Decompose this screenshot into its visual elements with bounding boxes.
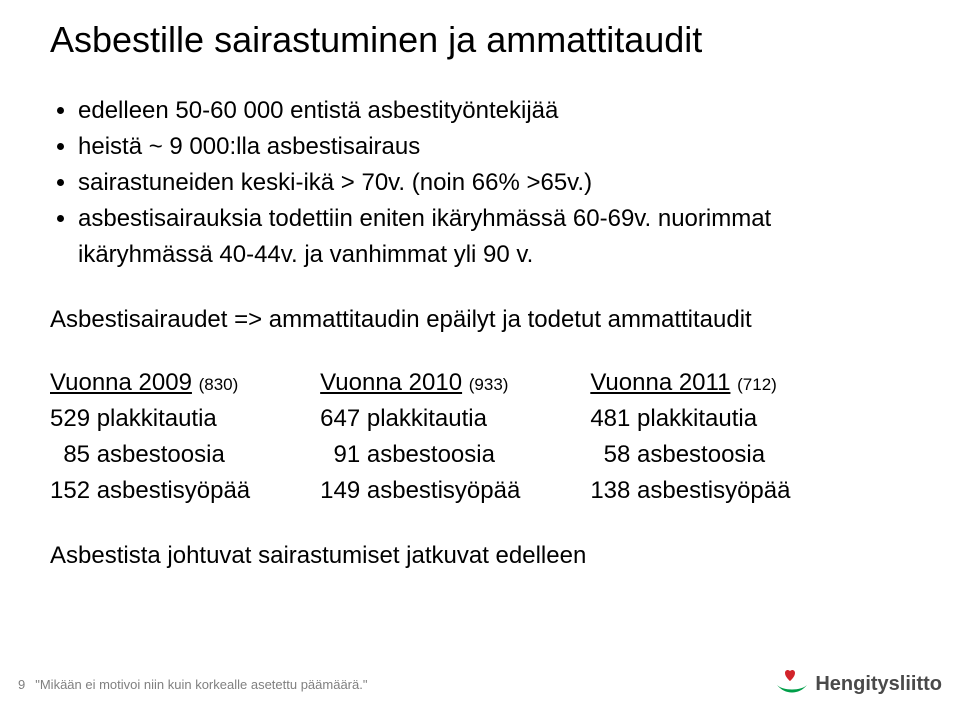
year-row: 58 asbestoosia <box>590 437 790 473</box>
year-row: 91 asbestoosia <box>320 437 520 473</box>
bullet-item: asbestisairauksia todettiin eniten ikäry… <box>78 201 910 273</box>
year-total: (933) <box>469 375 509 394</box>
year-column-2011: Vuonna 2011 (712) 481 plakkitautia 58 as… <box>590 365 790 509</box>
bullet-list: edelleen 50-60 000 entistä asbestityönte… <box>50 93 910 273</box>
page-number: 9 <box>18 677 25 692</box>
year-row: 85 asbestoosia <box>50 437 250 473</box>
year-total: (712) <box>737 375 777 394</box>
closing-line: Asbestista johtuvat sairastumiset jatkuv… <box>50 539 910 573</box>
year-row: 529 plakkitautia <box>50 401 250 437</box>
year-column-2010: Vuonna 2010 (933) 647 plakkitautia 91 as… <box>320 365 520 509</box>
year-row: 149 asbestisyöpää <box>320 473 520 509</box>
bullet-item: sairastuneiden keski-ikä > 70v. (noin 66… <box>78 165 910 201</box>
logo: Hengitysliitto <box>775 667 942 702</box>
year-row: 481 plakkitautia <box>590 401 790 437</box>
year-row: 152 asbestisyöpää <box>50 473 250 509</box>
footer: 9 "Mikään ei motivoi niin kuin korkealle… <box>0 667 960 702</box>
slide-title: Asbestille sairastuminen ja ammattitaudi… <box>50 18 910 61</box>
bullet-item: edelleen 50-60 000 entistä asbestityönte… <box>78 93 910 129</box>
footer-quote: "Mikään ei motivoi niin kuin korkealle a… <box>35 677 367 692</box>
year-header: Vuonna 2009 (830) <box>50 365 250 401</box>
bullet-item: heistä ~ 9 000:lla asbestisairaus <box>78 129 910 165</box>
year-header: Vuonna 2010 (933) <box>320 365 520 401</box>
year-column-2009: Vuonna 2009 (830) 529 plakkitautia 85 as… <box>50 365 250 509</box>
year-label: Vuonna 2009 <box>50 369 192 396</box>
subheading: Asbestisairaudet => ammattitaudin epäily… <box>50 303 910 337</box>
year-header: Vuonna 2011 (712) <box>590 365 790 401</box>
logo-text: Hengitysliitto <box>815 673 942 696</box>
slide: Asbestille sairastuminen ja ammattitaudi… <box>0 0 960 712</box>
logo-mark-icon <box>775 667 809 702</box>
year-columns: Vuonna 2009 (830) 529 plakkitautia 85 as… <box>50 365 910 509</box>
year-total: (830) <box>199 375 239 394</box>
year-row: 647 plakkitautia <box>320 401 520 437</box>
year-row: 138 asbestisyöpää <box>590 473 790 509</box>
footer-left: 9 "Mikään ei motivoi niin kuin korkealle… <box>18 677 367 692</box>
year-label: Vuonna 2010 <box>320 369 462 396</box>
year-label: Vuonna 2011 <box>590 369 730 396</box>
